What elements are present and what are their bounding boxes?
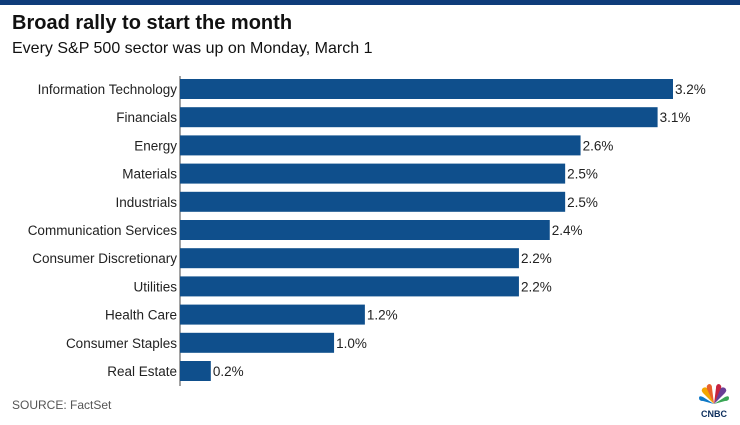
value-labels-group: 3.2%3.1%2.6%2.5%2.5%2.4%2.2%2.2%1.2%1.0%… <box>213 82 706 379</box>
category-label: Real Estate <box>107 364 177 379</box>
cnbc-logo: CNBC <box>693 380 735 422</box>
category-label: Materials <box>122 167 177 182</box>
bar <box>180 276 519 297</box>
value-label: 2.4% <box>552 223 583 238</box>
source-note: SOURCE: FactSet <box>12 398 112 412</box>
category-label: Communication Services <box>28 223 178 238</box>
value-label: 1.2% <box>367 308 398 323</box>
bar <box>180 361 211 381</box>
value-label: 0.2% <box>213 364 244 379</box>
value-label: 2.6% <box>583 138 614 153</box>
category-label: Information Technology <box>38 82 178 97</box>
value-label: 2.2% <box>521 251 552 266</box>
bar <box>180 248 519 269</box>
value-label: 2.5% <box>567 167 598 182</box>
value-label: 3.2% <box>675 82 706 97</box>
bar <box>180 107 658 128</box>
bar <box>180 163 566 184</box>
bar <box>180 220 550 240</box>
chart-title: Broad rally to start the month <box>12 12 293 34</box>
peacock-icon: CNBC <box>699 384 729 419</box>
top-rule <box>0 0 740 5</box>
logo-wordmark: CNBC <box>701 409 727 419</box>
category-label: Financials <box>116 110 177 125</box>
category-label: Utilities <box>133 279 177 294</box>
category-labels-group: Information Technology Financials Energy Ma… <box>28 82 178 379</box>
category-label: Consumer Discretionary <box>32 251 177 266</box>
category-label: Health Care <box>105 308 177 323</box>
chart-subtitle: Every S&P 500 sector was up on Monday, M… <box>12 40 373 57</box>
value-label: 3.1% <box>660 110 691 125</box>
bar <box>180 304 365 325</box>
value-label: 2.2% <box>521 279 552 294</box>
value-label: 1.0% <box>336 336 367 351</box>
bar <box>180 332 335 353</box>
bar <box>180 191 566 212</box>
bar <box>180 135 581 156</box>
category-label: Consumer Staples <box>66 336 177 351</box>
category-label: Industrials <box>115 195 177 210</box>
category-label: Energy <box>134 138 177 153</box>
bar <box>180 79 673 99</box>
value-label: 2.5% <box>567 195 598 210</box>
bars-group <box>180 79 673 381</box>
